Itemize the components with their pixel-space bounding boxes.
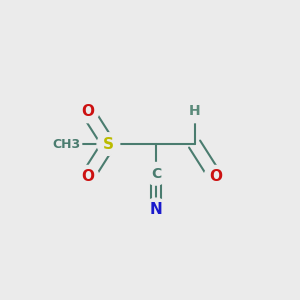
- Circle shape: [97, 133, 120, 155]
- Circle shape: [76, 100, 99, 123]
- Circle shape: [52, 129, 82, 159]
- Circle shape: [145, 198, 167, 221]
- Text: H: H: [189, 104, 200, 118]
- Circle shape: [76, 166, 99, 188]
- Text: S: S: [103, 136, 114, 152]
- Text: N: N: [150, 202, 162, 217]
- Text: CH3: CH3: [53, 138, 81, 151]
- Circle shape: [145, 163, 167, 185]
- Circle shape: [204, 166, 227, 188]
- Text: O: O: [81, 169, 94, 184]
- Text: O: O: [209, 169, 222, 184]
- Circle shape: [183, 100, 206, 123]
- Text: C: C: [151, 167, 161, 181]
- Text: O: O: [81, 104, 94, 119]
